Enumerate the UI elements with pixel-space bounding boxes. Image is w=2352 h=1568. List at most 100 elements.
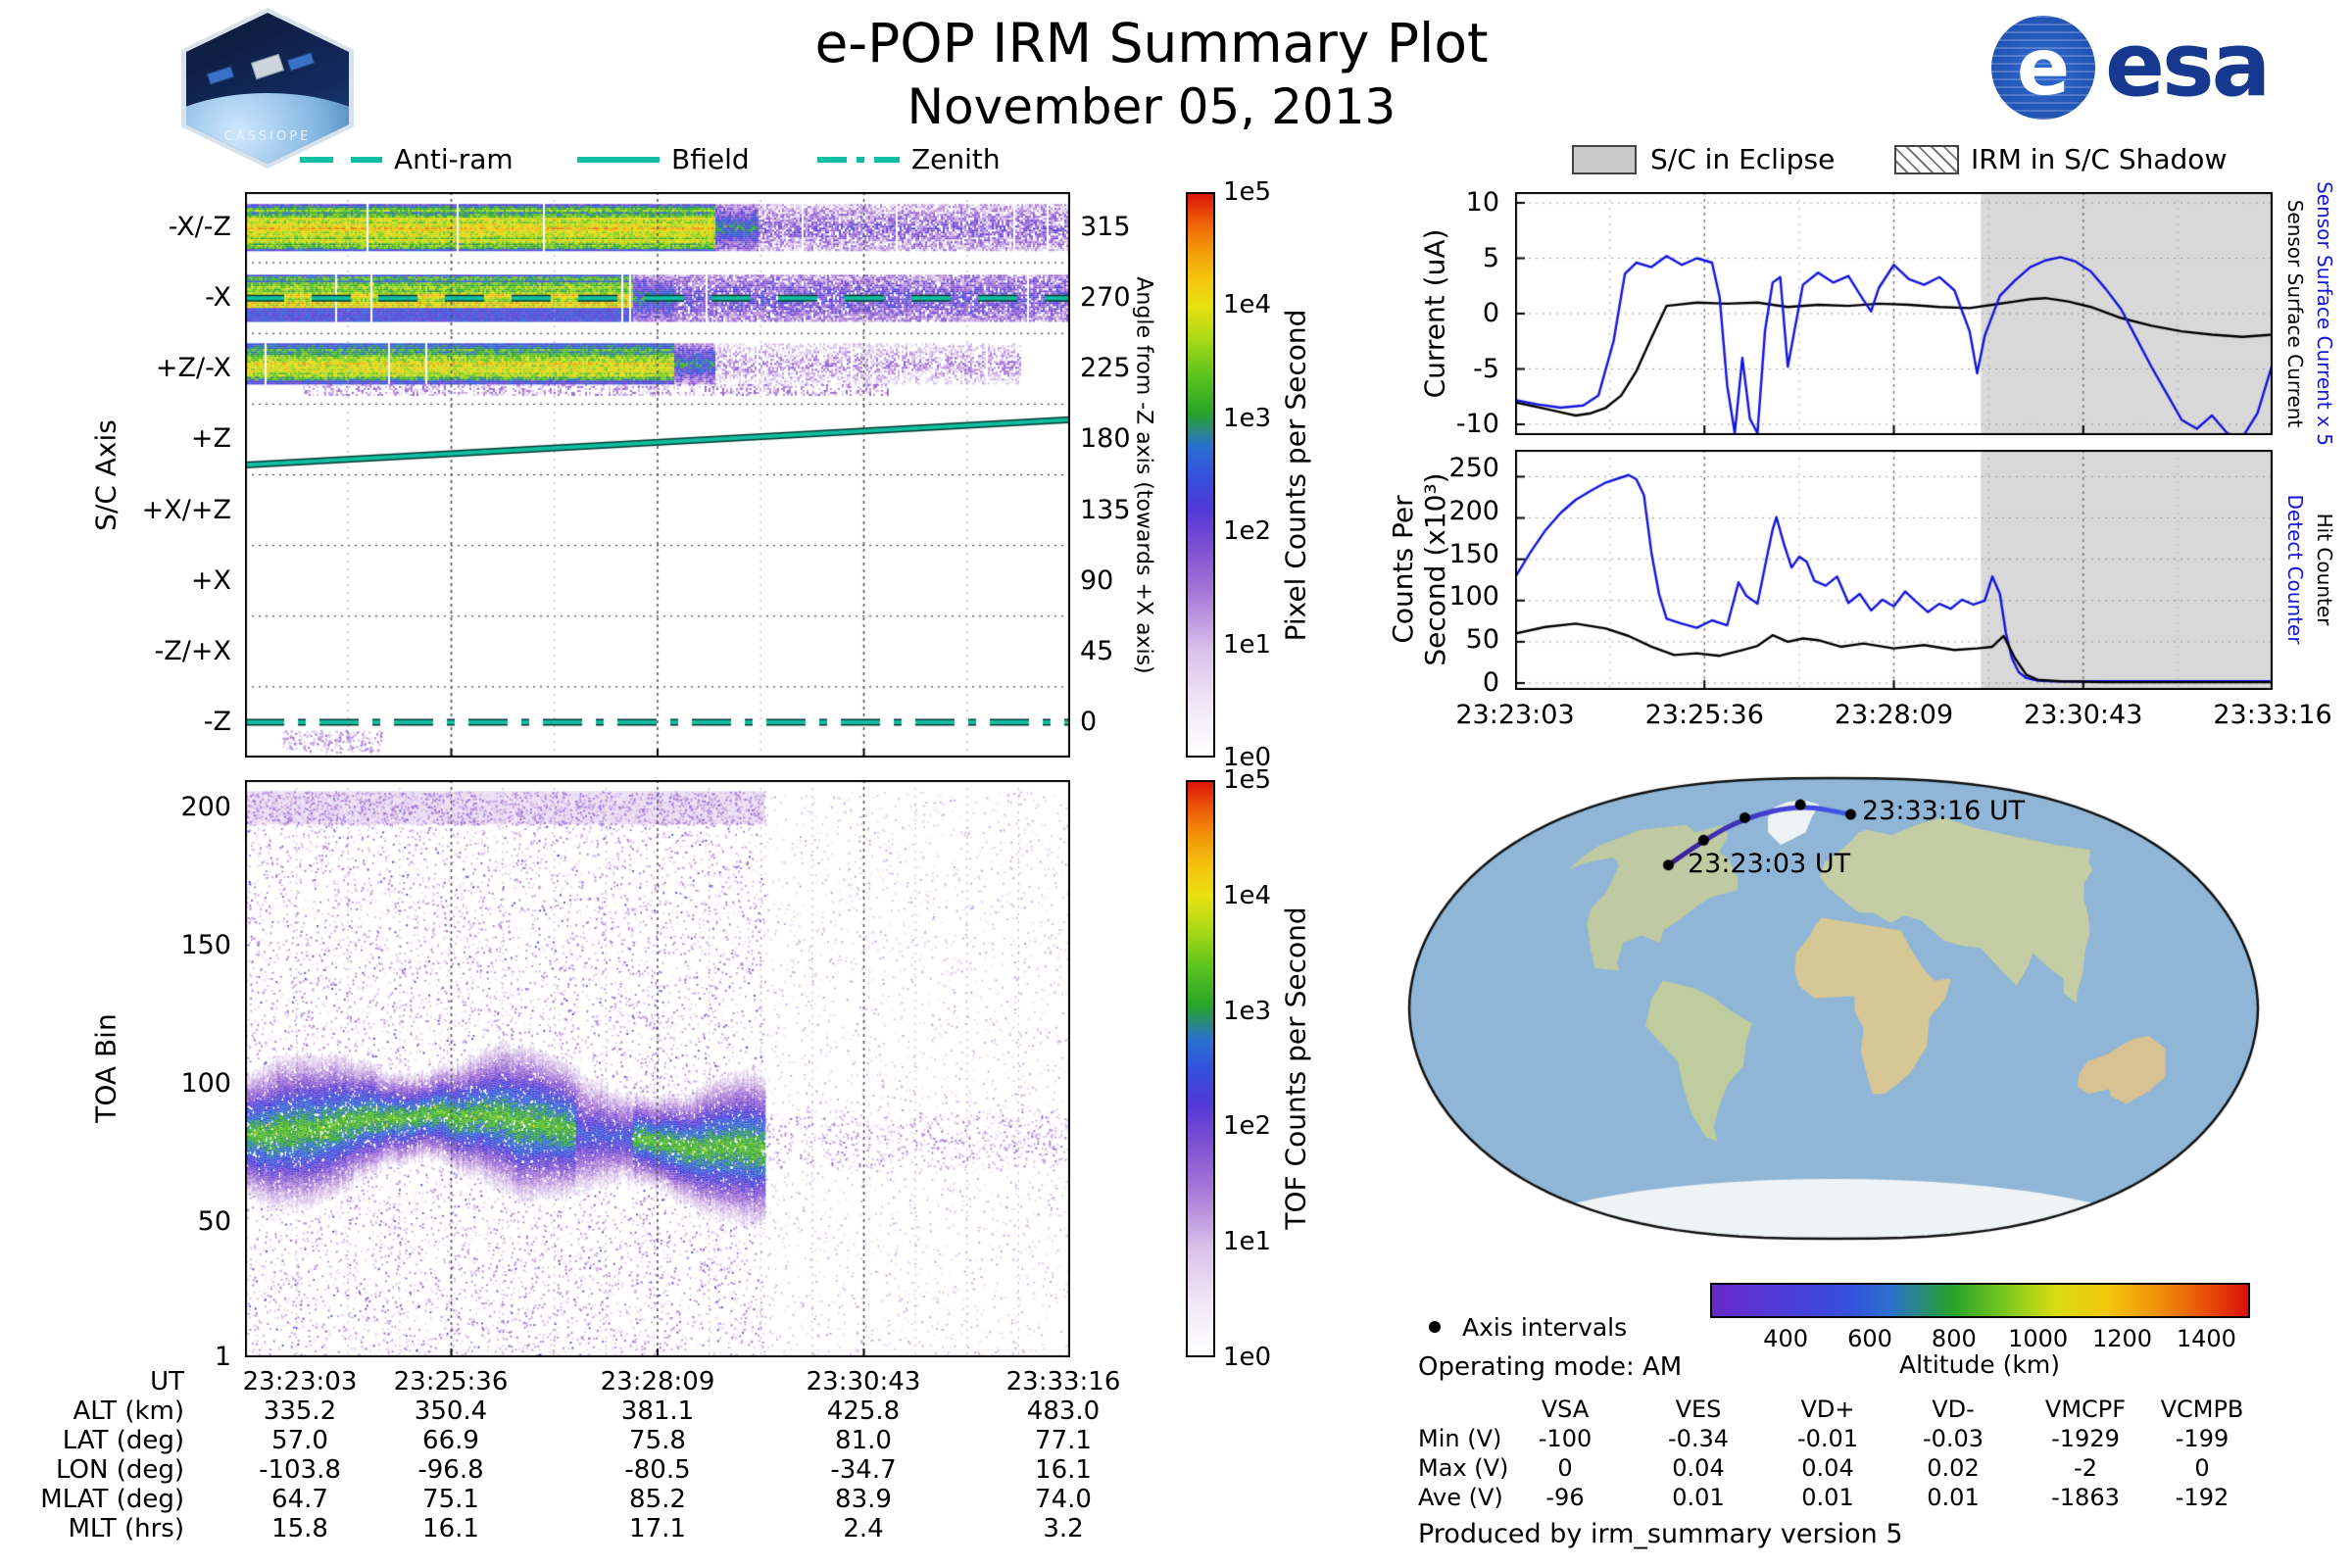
produced-by-text: Produced by irm_summary version 5 (1418, 1519, 1903, 1549)
voltage-value: 0 (2194, 1454, 2210, 1482)
ephemeris-value: -96.8 (417, 1455, 484, 1485)
ephemeris-value: -34.7 (830, 1455, 897, 1485)
ephemeris-value: 75.8 (629, 1426, 686, 1455)
ephemeris-value: 83.9 (835, 1485, 892, 1514)
bfield-line-sample (577, 157, 660, 163)
pixel-colorbar-label: Pixel Counts per Second (1279, 309, 1312, 642)
ephemeris-value: 85.2 (629, 1485, 686, 1514)
ephemeris-value: 77.1 (1035, 1426, 1092, 1455)
voltage-value: -0.01 (1796, 1425, 1859, 1452)
esa-e-glyph: e (2016, 22, 2071, 113)
voltage-value: -1863 (2051, 1484, 2120, 1511)
angle-tick: 0 (1080, 706, 1098, 737)
ephemeris-value: 23:25:36 (393, 1367, 509, 1396)
voltage-value: -199 (2175, 1425, 2230, 1452)
counts-ytick: 250 (1448, 453, 1499, 483)
bfield-label: Bfield (671, 143, 750, 175)
angle-tick: 270 (1080, 282, 1131, 314)
sensor-surface-current-x5-label: Sensor Surface Current x 5 (2313, 181, 2336, 446)
tof-cbar-tick: 1e5 (1223, 765, 1272, 795)
ground-track-map (1402, 772, 2265, 1245)
alt-tick: 400 (1763, 1325, 1809, 1352)
altitude-colorbar (1710, 1283, 2250, 1318)
sc-axis-tick: -Z/+X (154, 635, 231, 666)
pixel-counts-colorbar (1186, 192, 1215, 758)
voltage-row-label: Ave (V) (1418, 1484, 1503, 1511)
sc-axis-tick: -Z (203, 706, 231, 737)
ephemeris-value: 23:28:09 (600, 1367, 715, 1396)
ephemeris-value: 16.1 (1035, 1455, 1092, 1485)
counts-ytick: 150 (1448, 538, 1499, 569)
counter-plot (1515, 450, 2273, 690)
shadow-swatch (1894, 145, 1959, 174)
angle-tick: 180 (1080, 423, 1131, 455)
ephemeris-value: 23:23:03 (242, 1367, 358, 1396)
altitude-colorbar-title: Altitude (km) (1899, 1350, 2060, 1379)
voltage-row-label: Min (V) (1418, 1425, 1502, 1452)
pixel-cbar-tick: 1e5 (1223, 177, 1272, 207)
ephemeris-value: -103.8 (259, 1455, 341, 1485)
mission-name: CASSIOPE (223, 128, 312, 144)
current-ytick: -5 (1473, 353, 1499, 384)
ephemeris-value: 75.1 (422, 1485, 479, 1514)
voltage-value: 0.01 (1801, 1484, 1854, 1511)
eclipse-legend-label: S/C in Eclipse (1650, 143, 1836, 175)
ephemeris-value: 350.4 (414, 1396, 488, 1426)
ephemeris-row-label: LON (deg) (55, 1455, 184, 1485)
ephemeris-value: 23:30:43 (806, 1367, 921, 1396)
current-ytick: -10 (1455, 409, 1499, 439)
voltage-value: 0.02 (1927, 1454, 1980, 1482)
page-title: e-POP IRM Summary Plot (814, 12, 1489, 74)
ephemeris-value: 81.0 (835, 1426, 892, 1455)
angle-axis-label: Angle from -Z axis (towards +X axis) (1131, 276, 1156, 674)
zenith-line-sample (817, 157, 900, 163)
voltage-col-header: VMCPF (2044, 1396, 2127, 1423)
anti-ram-line-sample (300, 157, 382, 163)
voltage-value: -2 (2074, 1454, 2097, 1482)
ephemeris-value: 74.0 (1035, 1485, 1092, 1514)
angle-tick: 315 (1080, 212, 1131, 243)
sc-axis-tick: +X (190, 564, 231, 596)
current-ytick: 10 (1465, 187, 1499, 218)
voltage-row-label: Max (V) (1418, 1454, 1509, 1482)
alt-tick: 800 (1931, 1325, 1977, 1352)
cassiope-mission-patch: CASSIOPE (181, 8, 354, 169)
voltage-value: -1929 (2051, 1425, 2120, 1452)
voltage-value: -0.34 (1667, 1425, 1730, 1452)
ephemeris-value: 66.9 (422, 1426, 479, 1455)
voltage-col-header: VD+ (1800, 1396, 1855, 1423)
current-ytick: 0 (1482, 298, 1499, 328)
sc-axis-tick: +Z/-X (155, 353, 231, 384)
ephemeris-row-label: ALT (km) (73, 1396, 184, 1426)
ephemeris-value: -80.5 (624, 1455, 691, 1485)
esa-emblem-circle: e (1991, 16, 2095, 120)
pixel-cbar-tick: 1e2 (1223, 516, 1272, 547)
ephemeris-row-label: MLT (hrs) (68, 1514, 185, 1544)
time-xtick: 23:25:36 (1644, 700, 1764, 730)
alt-tick: 600 (1847, 1325, 1892, 1352)
tof-spectrogram (245, 780, 1070, 1357)
toa-tick: 150 (180, 930, 231, 961)
attitude-spectrogram (245, 192, 1070, 758)
voltage-value: 0.04 (1801, 1454, 1854, 1482)
sensor-current-plot (1515, 192, 2273, 435)
pixel-cbar-tick: 1e3 (1223, 403, 1272, 433)
voltage-value: 0 (1557, 1454, 1573, 1482)
counts-ytick: 100 (1448, 581, 1499, 612)
sc-axis-tick: -X (205, 282, 231, 314)
time-xtick: 23:30:43 (2024, 700, 2143, 730)
track-end-label: 23:33:16 UT (1862, 796, 2026, 826)
detect-counter-label: Detect Counter (2283, 494, 2307, 645)
voltage-col-header: VCMPB (2160, 1396, 2244, 1423)
voltage-value: 0.01 (1927, 1484, 1980, 1511)
track-start-label: 23:23:03 UT (1688, 849, 1851, 879)
toa-tick: 1 (214, 1342, 231, 1372)
zenith-label: Zenith (911, 143, 1001, 175)
angle-tick: 90 (1080, 564, 1114, 596)
voltage-col-header: VSA (1541, 1396, 1590, 1423)
angle-tick: 225 (1080, 353, 1131, 384)
alt-tick: 1000 (2008, 1325, 2069, 1352)
operating-mode-text: Operating mode: AM (1418, 1352, 1683, 1382)
counts-ytick: 50 (1465, 624, 1499, 656)
sc-axis-tick: -X/-Z (168, 212, 231, 243)
